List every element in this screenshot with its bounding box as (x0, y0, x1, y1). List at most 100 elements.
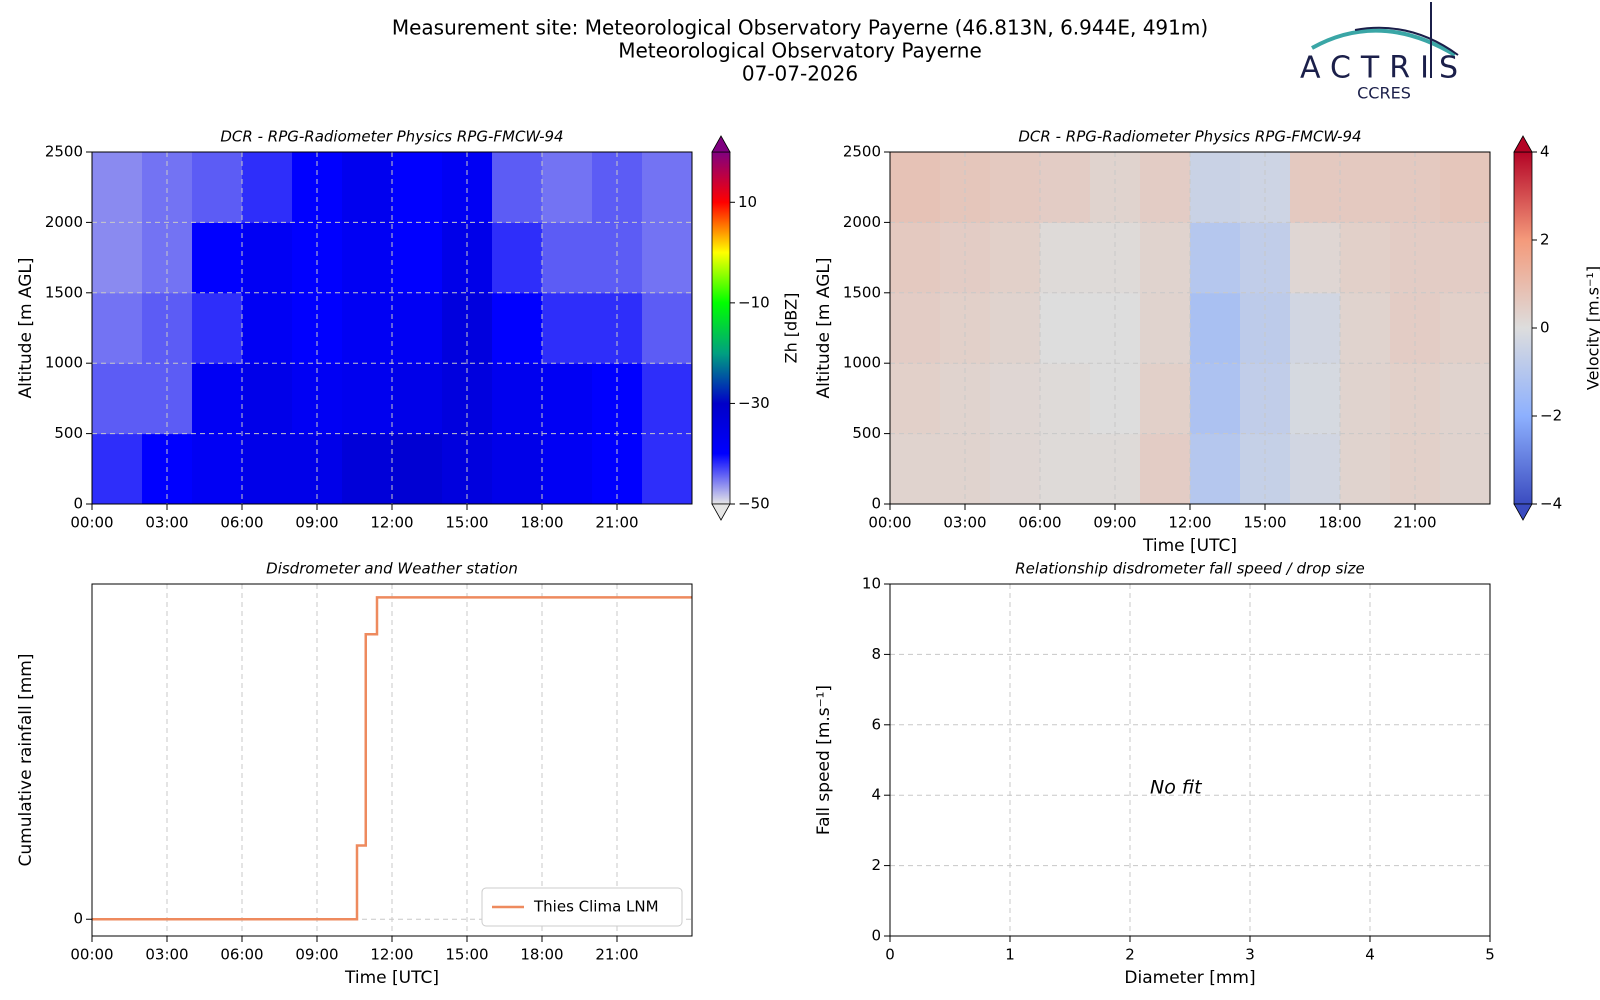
heatmap-cell (392, 292, 443, 364)
x-tick-label: 09:00 (295, 946, 338, 964)
x-tick-label: 03:00 (145, 946, 188, 964)
heatmap-cell (192, 222, 243, 294)
heatmap-cell (1340, 222, 1391, 294)
heatmap-cell (1290, 292, 1341, 364)
heatmap-cell (890, 152, 941, 223)
heatmap-cell (92, 152, 143, 223)
x-tick-label: 4 (1365, 946, 1375, 964)
heatmap-cell (1040, 222, 1091, 294)
x-tick-label: 21:00 (595, 946, 638, 964)
y-tick-label: 10 (862, 575, 881, 593)
heatmap-cell (1440, 152, 1491, 223)
y-tick-label: 0 (871, 927, 881, 945)
heatmap-cell (342, 222, 393, 294)
panel: DCR - RPG-Radiometer Physics RPG-FMCW-94… (814, 128, 1600, 557)
y-tick-label: 4 (871, 786, 881, 804)
heatmap-cell (242, 292, 293, 364)
heatmap-cell (542, 363, 593, 435)
y-tick-label: 2 (871, 856, 881, 874)
heatmap-cell (890, 292, 941, 364)
heatmap-cell (1140, 152, 1191, 223)
heatmap-cell (1190, 433, 1241, 505)
plot-frame (91, 151, 693, 505)
heatmap-cell (1190, 152, 1241, 223)
heatmap-cell (542, 222, 593, 294)
heatmap-cell (990, 292, 1041, 364)
x-tick-label: 00:00 (70, 514, 113, 532)
panel: Disdrometer and Weather station 00:00 03:0… (16, 560, 693, 988)
logo-subtext: CCRES (1357, 84, 1411, 103)
legend-box (481, 887, 683, 927)
heatmap-cell (392, 363, 443, 435)
heatmap-cell (542, 433, 593, 505)
heatmap-cell (890, 433, 941, 505)
x-tick-label: 21:00 (595, 514, 638, 532)
colorbar-tick-label: −50 (738, 495, 770, 513)
x-tick-label: 09:00 (295, 514, 338, 532)
colorbar-extend (711, 503, 731, 521)
heatmap-cell (1440, 433, 1491, 505)
heatmap-cell (1440, 292, 1491, 364)
y-tick-label: 1500 (843, 283, 881, 301)
heatmap-cell (1290, 363, 1341, 435)
heatmap-cell (192, 363, 243, 435)
colorbar-label: Zh [dBZ] (782, 293, 801, 364)
heatmap-cell (492, 152, 543, 223)
heatmap-cell (392, 152, 443, 223)
heatmap-cell (492, 363, 543, 435)
colorbar-tick-label: −10 (738, 293, 770, 311)
panel: DCR - RPG-Radiometer Physics RPG-FMCW-94… (16, 128, 801, 532)
colorbar-tick-label: −30 (738, 394, 770, 412)
colorbar-extend (1513, 135, 1533, 153)
heatmap-cell (1040, 433, 1091, 505)
y-tick-label: 8 (871, 645, 881, 663)
logo: ACTRIS CCRES (1300, 2, 1459, 103)
x-tick-label: 00:00 (868, 514, 911, 532)
x-tick-label: 0 (885, 946, 895, 964)
y-axis-label: Fall speed [m.s⁻¹] (814, 685, 834, 835)
y-tick-label: 500 (54, 424, 83, 442)
heatmap-cell (242, 222, 293, 294)
x-tick-label: 06:00 (220, 514, 263, 532)
colorbar (711, 151, 731, 505)
heatmap-cell (92, 292, 143, 364)
panel-title: Disdrometer and Weather station (266, 560, 518, 578)
heatmap-cell (1140, 433, 1191, 505)
colorbar-label: Velocity [m.s⁻¹] (1584, 266, 1600, 390)
heatmap-cell (542, 292, 593, 364)
y-tick-label: 2000 (843, 213, 881, 231)
x-tick-label: 3 (1245, 946, 1255, 964)
x-tick-label: 12:00 (370, 514, 413, 532)
y-tick-label: 2000 (45, 213, 83, 231)
y-tick-label: 1500 (45, 283, 83, 301)
heatmap-cell (1340, 152, 1391, 223)
heatmap-cell (642, 292, 693, 364)
heatmap-cell (990, 152, 1041, 223)
heatmap-cell (542, 152, 593, 223)
colorbar-tick-label: 10 (738, 193, 757, 211)
x-tick-label: 15:00 (1243, 514, 1286, 532)
y-tick-label: 0 (73, 495, 83, 513)
colorbar-tick-label: 0 (1540, 319, 1550, 337)
heatmap-cell (192, 292, 243, 364)
heatmap-cell (1340, 292, 1391, 364)
x-tick-label: 18:00 (1318, 514, 1361, 532)
heatmap-cell (342, 152, 393, 223)
x-tick-label: 03:00 (943, 514, 986, 532)
heatmap-cell (1140, 222, 1191, 294)
x-tick-label: 06:00 (1018, 514, 1061, 532)
x-tick-label: 09:00 (1093, 514, 1136, 532)
colorbar-extend (711, 135, 731, 153)
y-tick-label: 2500 (45, 143, 83, 161)
panel-title: DCR - RPG-Radiometer Physics RPG-FMCW-94 (220, 128, 563, 146)
y-tick-label: 6 (871, 715, 881, 733)
heatmap-cell (642, 152, 693, 223)
panel: Relationship disdrometer fall speed / dr… (814, 560, 1495, 989)
colorbar-tick-label: −2 (1540, 407, 1562, 425)
heatmap-cell (342, 433, 393, 505)
x-tick-label: 18:00 (520, 946, 563, 964)
heatmap-cell (192, 152, 243, 223)
heatmap-cell (1290, 152, 1341, 223)
x-tick-label: 12:00 (1168, 514, 1211, 532)
